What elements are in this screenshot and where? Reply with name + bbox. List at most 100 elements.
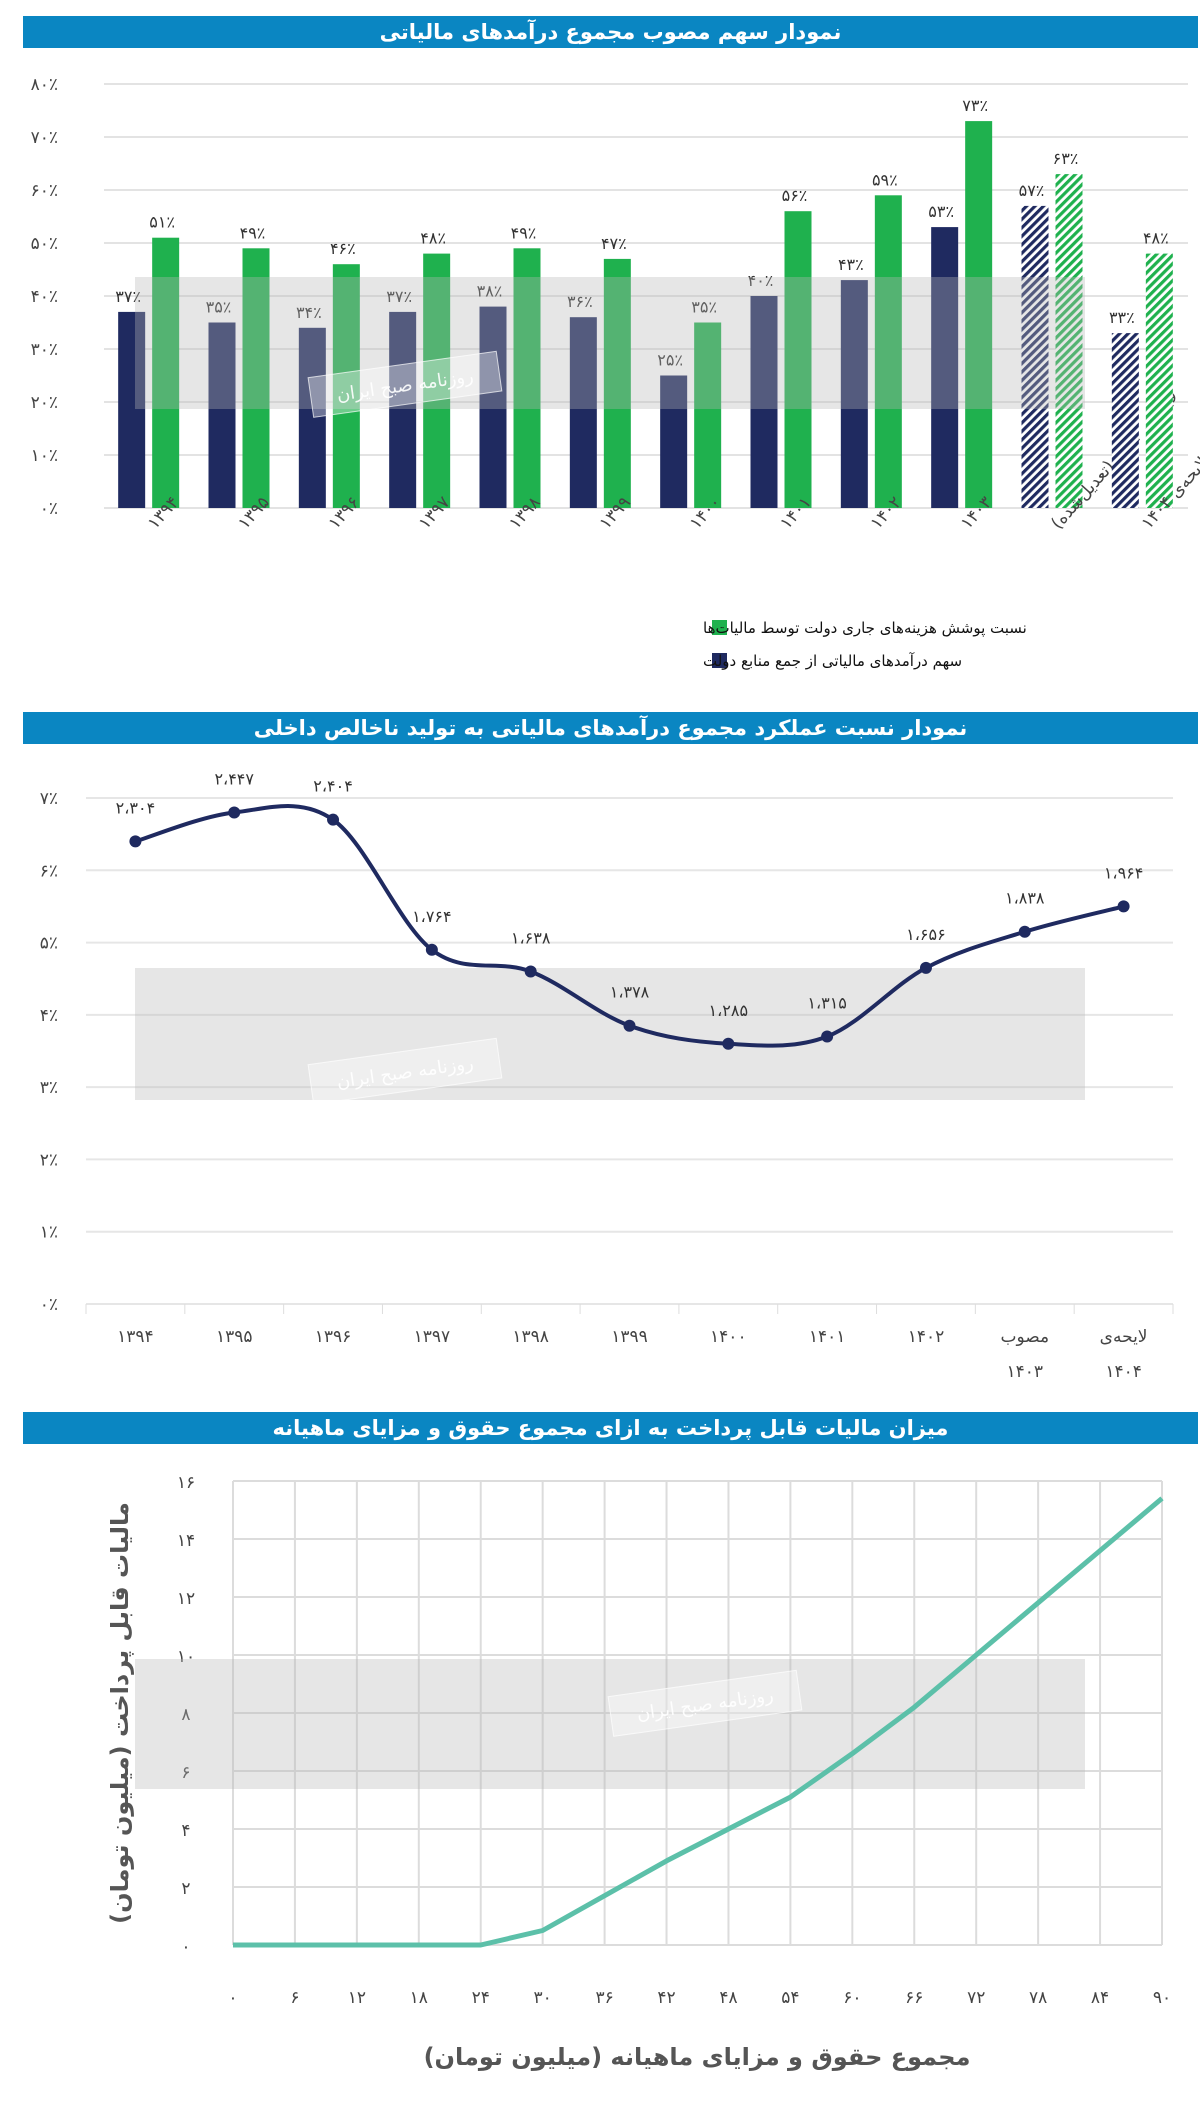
y-tick-label: ۸۰٪ (31, 75, 58, 95)
x-tick-label: ۵۴ (781, 1988, 799, 2008)
data-point (425, 943, 438, 956)
y-tick-label: ۴ (181, 1821, 190, 1841)
y-tick-label: ۳۰٪ (31, 340, 58, 360)
data-label: ۵۶٪ (782, 186, 808, 205)
data-label: ۳۷٪ (386, 287, 412, 306)
data-label: ۵۳٪ (928, 202, 954, 221)
bar (840, 280, 868, 508)
x-tick-label: ۶۶ (905, 1988, 923, 2008)
bar-chart-tax-share: ۰٪۱۰٪۲۰٪۳۰٪۴۰٪۵۰٪۶۰٪۷۰٪۸۰٪۳۷٪۵۱٪۱۳۹۴۳۵٪۴… (31, 75, 1200, 670)
data-label: ۷۳٪ (962, 96, 988, 115)
y-tick-label: ۶۰٪ (31, 181, 58, 201)
data-label: ۳۷٪ (115, 287, 141, 306)
data-label: ۲،۴۴۷ (214, 769, 254, 788)
x-tick-label: ۷۲ (967, 1988, 985, 2008)
y-tick-label: ۴۰٪ (31, 287, 58, 307)
x-tick-label: ۱۴۰۱ (809, 1327, 846, 1347)
data-point (129, 835, 142, 848)
bar (965, 121, 993, 508)
chart2-title: نمودار نسبت عملکرد مجموع درآمدهای مالیات… (23, 712, 1198, 744)
y-tick-label: ۷٪ (40, 789, 58, 809)
y-tick-label: ۰٪ (40, 1295, 58, 1315)
x-tick-label: ۹۰ (1153, 1988, 1171, 2008)
line-chart-tax-gdp-ratio: ۰٪۱٪۲٪۳٪۴٪۵٪۶٪۷٪روزنامه صبح ایران۲،۳۰۴۲،… (40, 769, 1174, 1382)
watermark-stamp (307, 350, 503, 418)
y-tick-label: ۱۰٪ (31, 446, 58, 466)
y-tick-label: ۵٪ (40, 934, 58, 954)
bar (208, 322, 236, 508)
chart3-title: میزان مالیات قابل پرداخت به ازای مجموع ح… (23, 1412, 1198, 1444)
data-point (228, 806, 241, 819)
data-label: ۴۸٪ (420, 229, 446, 248)
x-tick-label: ۳۶ (595, 1988, 613, 2008)
data-label: ۴۰٪ (748, 271, 774, 290)
y-tick-label: ۸ (181, 1705, 190, 1725)
y-tick-label: ۶ (181, 1763, 190, 1783)
x-tick-label: ۱۳۹۸ (512, 1327, 549, 1347)
bar (874, 195, 902, 509)
data-label: ۵۷٪ (1019, 181, 1045, 200)
bar (1111, 333, 1139, 508)
bar (513, 248, 541, 509)
data-label: ۳۶٪ (567, 292, 593, 311)
y-tick-label: ۱۰ (177, 1647, 195, 1667)
y-tick-label: ۱۴ (177, 1531, 195, 1551)
series-line (233, 1496, 1164, 1948)
y-tick-label: ۷۰٪ (31, 128, 58, 148)
x-tick-label: ۱۳۹۹ (611, 1327, 648, 1347)
data-point (623, 1019, 636, 1032)
bar (931, 227, 959, 508)
data-label: ۳۳٪ (1109, 308, 1135, 327)
legend-label: نسبت پوشش هزینه‌های جاری دولت توسط مالیا… (703, 619, 1027, 638)
data-label: ۴۷٪ (601, 234, 627, 253)
data-label: ۱،۷۶۴ (412, 907, 452, 926)
data-point (919, 961, 932, 974)
chart1-title: نمودار سهم مصوب مجموع درآمدهای مالیاتی (23, 16, 1198, 48)
bar (389, 311, 417, 508)
y-tick-label: ۵۰٪ (31, 234, 58, 254)
data-label: ۲،۴۰۴ (313, 777, 353, 796)
x-tick-label: ۳۰ (534, 1988, 552, 2008)
data-label: ۴۸٪ (1143, 229, 1169, 248)
bar (603, 258, 631, 508)
x-tick-label: ۶۰ (843, 1988, 861, 2008)
watermark-stamp (307, 1037, 503, 1105)
data-label: ۴۹٪ (240, 223, 266, 242)
bar (152, 237, 180, 508)
x-tick-label: ۱۲ (348, 1988, 366, 2008)
y-tick-label: ۲٪ (40, 1150, 58, 1170)
watermark-band (135, 968, 1085, 1100)
x-tick-label: ۱۴۰۴ (1105, 1362, 1142, 1382)
data-point (1018, 925, 1031, 938)
y-tick-label: ۲ (181, 1879, 190, 1899)
bar (332, 264, 360, 508)
data-label: ۴۳٪ (838, 255, 864, 274)
data-label: ۲،۳۰۴ (116, 798, 156, 817)
data-point (327, 813, 340, 826)
watermark-stamp (607, 1669, 803, 1737)
data-point (524, 965, 537, 978)
data-label: ۱،۹۶۴ (1104, 863, 1144, 882)
x-tick-label: ۴۸ (719, 1988, 737, 2008)
data-point (821, 1030, 834, 1043)
data-label: ۲۵٪ (657, 351, 683, 370)
data-point (722, 1037, 735, 1050)
y-tick-label: ۴٪ (40, 1006, 58, 1026)
bar (1145, 253, 1173, 508)
bar (694, 322, 722, 508)
data-label: ۳۵٪ (206, 298, 232, 317)
y-tick-label: ۱۶ (177, 1473, 195, 1493)
x-tick-label: ۱۴۰۳ (1007, 1362, 1044, 1382)
y-tick-label: ۰ (181, 1937, 190, 1957)
x-tick-label: ۶ (290, 1988, 299, 2008)
x-tick-label: ۱۳۹۷ (414, 1327, 451, 1347)
data-label: ۵۹٪ (872, 170, 898, 189)
data-label: ۶۳٪ (1053, 149, 1079, 168)
x-tick-label: مصوب (1000, 1327, 1049, 1347)
bar (298, 327, 326, 508)
watermark-band (135, 277, 1085, 409)
bar (750, 296, 778, 508)
x-tick-label: ۴۲ (657, 1988, 675, 2008)
data-label: ۱،۶۵۶ (906, 925, 946, 944)
y-axis-title: مالیات قابل پرداخت (میلیون تومان) (106, 1502, 134, 1924)
